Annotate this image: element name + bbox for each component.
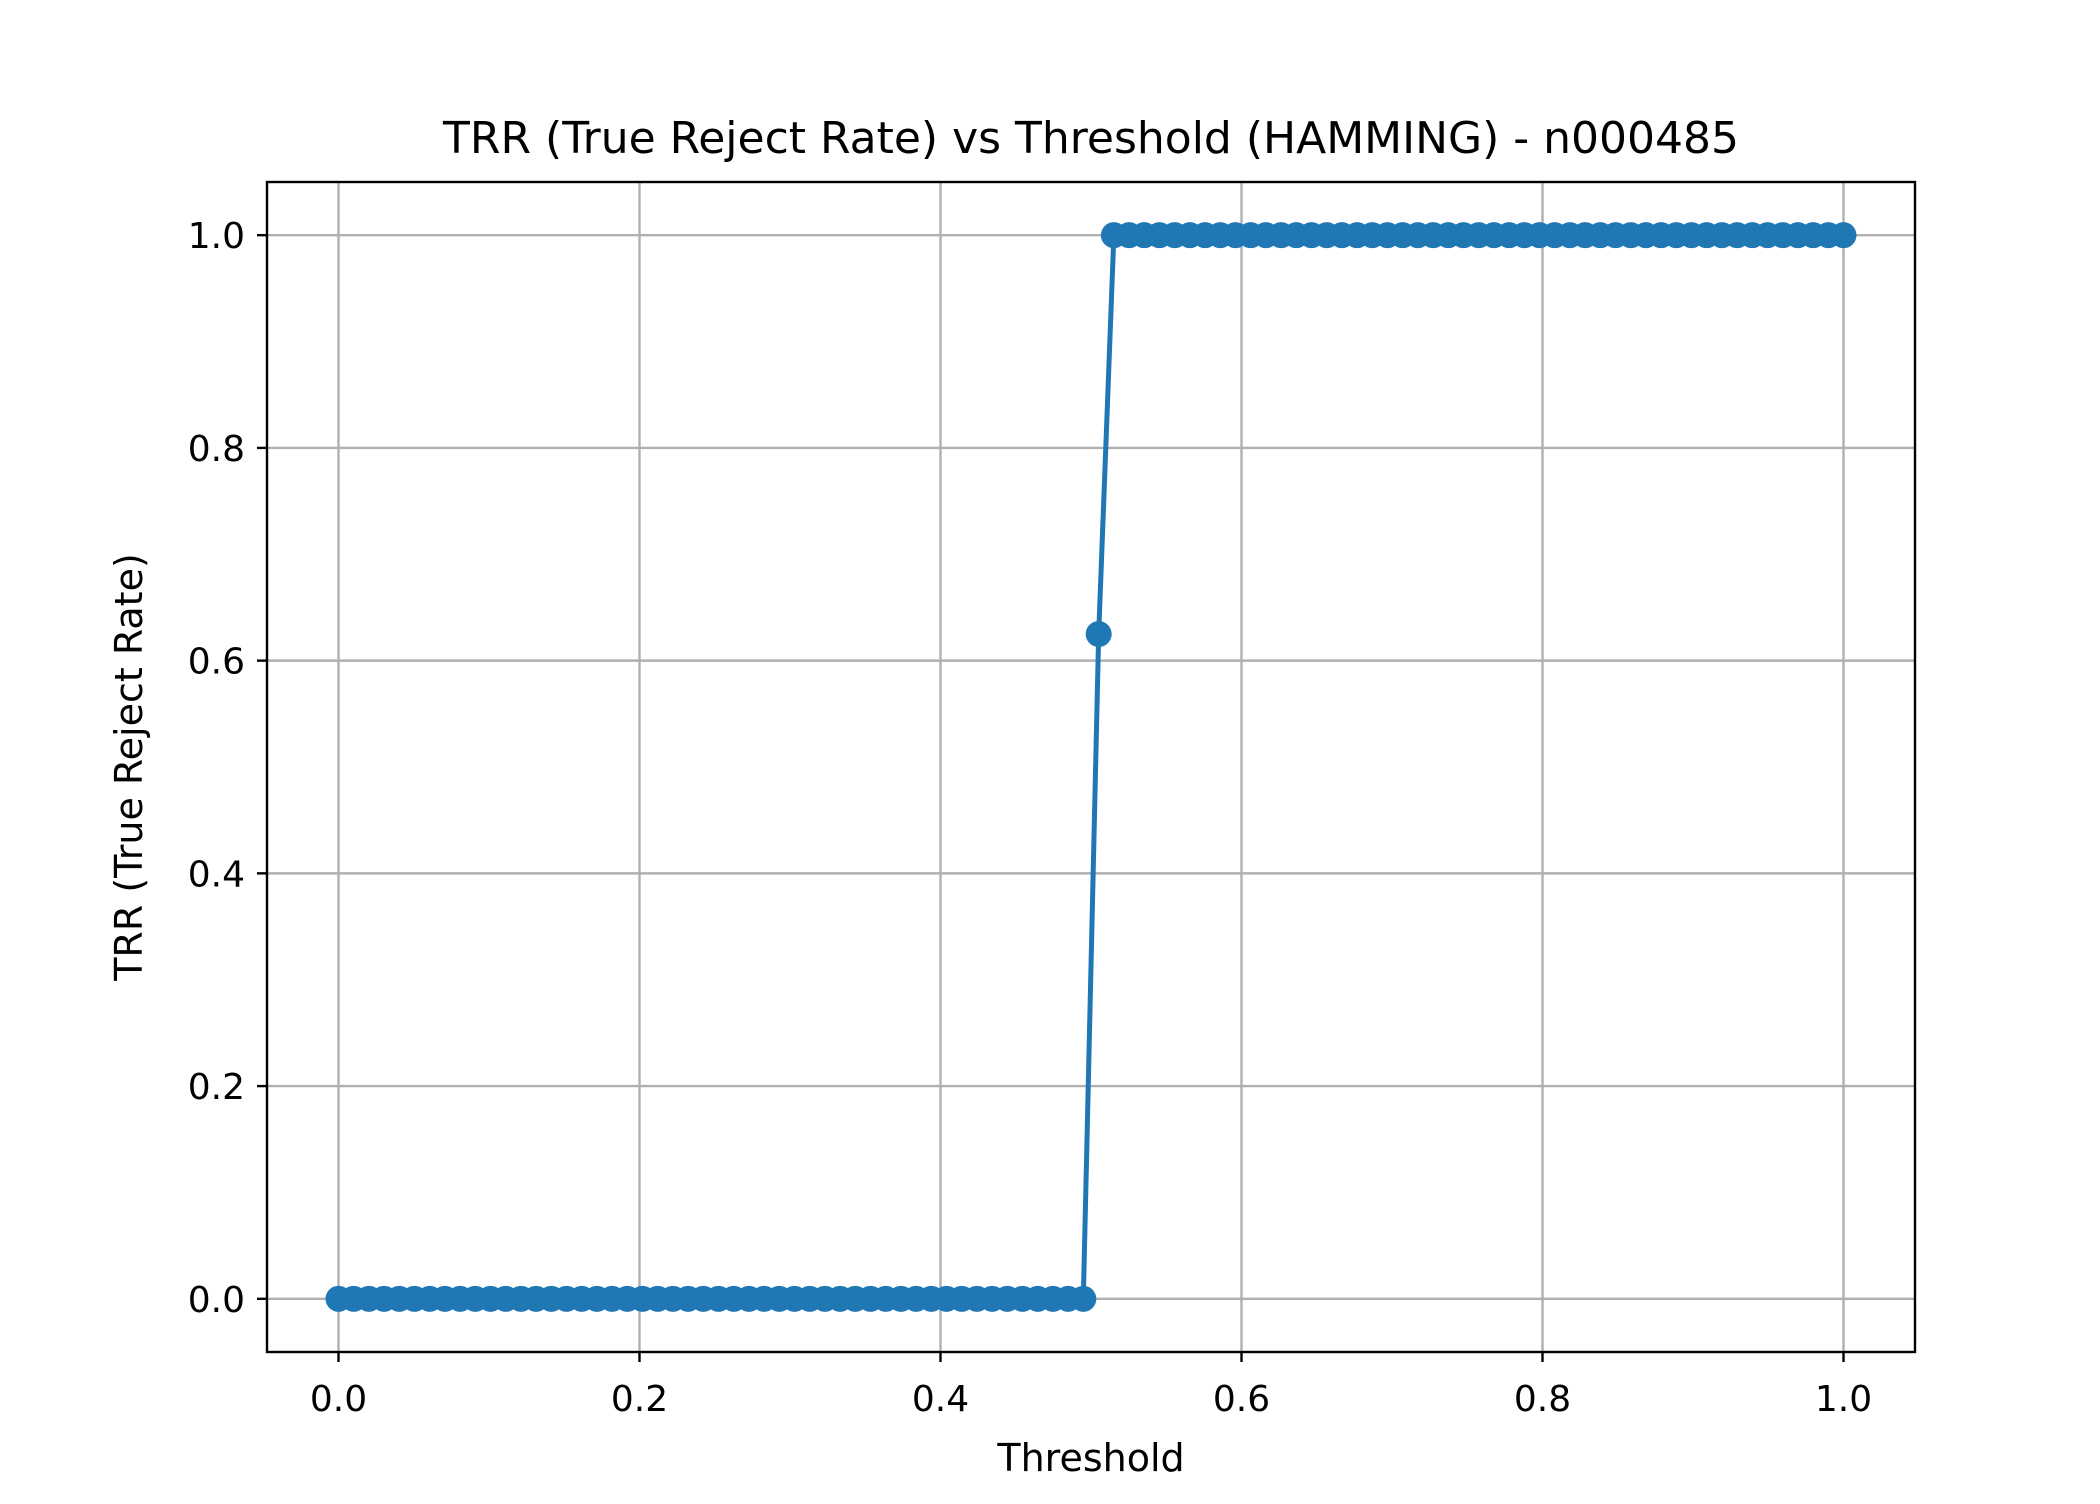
chart-title: TRR (True Reject Rate) vs Threshold (HAM… [442,113,1739,164]
x-tick-label: 0.0 [310,1379,367,1420]
y-tick-label: 1.0 [188,216,245,257]
y-tick-label: 0.0 [188,1280,245,1321]
x-axis-label: Threshold [996,1436,1184,1480]
x-tick-label: 0.8 [1514,1379,1571,1420]
y-tick-label: 0.4 [188,854,245,895]
data-point [1085,621,1112,648]
y-axis-label: TRR (True Reject Rate) [107,553,151,982]
grid-layer [267,182,1915,1352]
series-layer [325,222,1857,1312]
data-point [1070,1285,1097,1312]
x-tick-label: 0.6 [1213,1379,1270,1420]
y-tick-label: 0.2 [188,1067,245,1108]
tick-layer: 0.0 0.2 0.4 0.6 0.8 1.0 0.0 0.2 0.4 0.6 0.8 1.0 [188,216,1872,1420]
y-tick-label: 0.8 [188,429,245,470]
plot-frame [265,180,1917,1354]
y-tick-label: 0.6 [188,642,245,683]
x-tick-label: 1.0 [1815,1379,1872,1420]
x-tick-label: 0.2 [611,1379,668,1420]
x-tick-label: 0.4 [912,1379,969,1420]
data-point [1830,222,1857,249]
